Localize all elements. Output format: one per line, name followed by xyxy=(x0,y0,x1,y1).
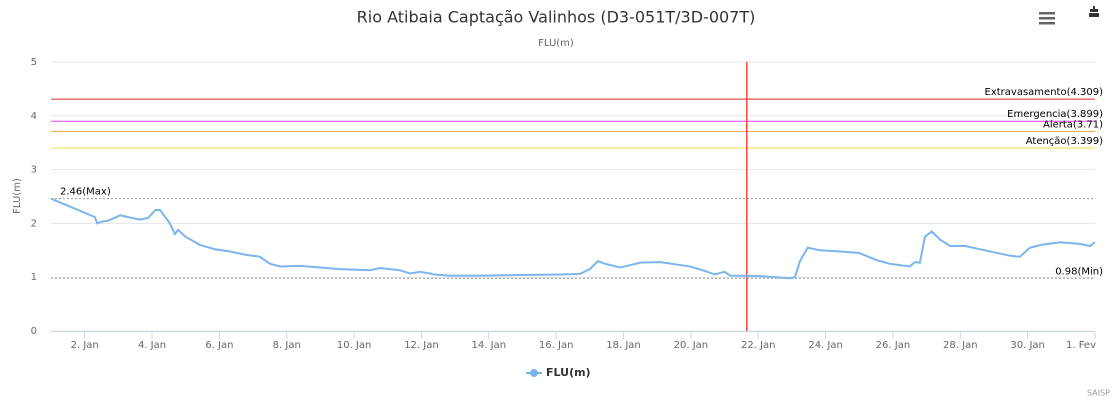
x-tick-label: 26. Jan xyxy=(876,340,911,351)
credit: SAISP xyxy=(1087,389,1110,398)
x-tick-label: 18. Jan xyxy=(606,340,641,351)
menu-button[interactable] xyxy=(1039,12,1055,25)
y-tick-label: 2 xyxy=(31,218,37,229)
y-tick-label: 1 xyxy=(31,272,37,283)
x-tick-label: 24. Jan xyxy=(808,340,843,351)
y-tick-label: 5 xyxy=(31,57,37,68)
x-tick-label: 20. Jan xyxy=(674,340,709,351)
x-tick-label: 22. Jan xyxy=(741,340,776,351)
threshold-label: Alerta(3.71) xyxy=(1043,119,1103,130)
threshold-label: Extravasamento(4.309) xyxy=(985,87,1104,98)
series-line xyxy=(50,197,1096,280)
legend-label: FLU(m) xyxy=(546,366,591,379)
legend-marker xyxy=(530,369,538,377)
threshold-label: Atenção(3.399) xyxy=(1026,136,1103,147)
x-tick-label: 12. Jan xyxy=(404,340,439,351)
y-tick-label: 3 xyxy=(31,165,37,176)
x-tick-label: 8. Jan xyxy=(273,340,301,351)
reference-label: 2.46(Max) xyxy=(60,187,111,198)
chart-subtitle: FLU(m) xyxy=(538,38,574,49)
x-tick-label: 14. Jan xyxy=(472,340,507,351)
y-axis-title: FLU(m) xyxy=(12,178,23,214)
y-tick-label: 0 xyxy=(31,326,37,337)
x-tick-label: 2. Jan xyxy=(71,340,99,351)
x-tick-label: 1. Fev xyxy=(1066,340,1096,351)
x-tick-label: 30. Jan xyxy=(1010,340,1045,351)
x-tick-label: 28. Jan xyxy=(943,340,978,351)
y-tick-label: 4 xyxy=(31,111,37,122)
reference-label: 0.98(Min) xyxy=(1055,266,1103,277)
x-tick-label: 4. Jan xyxy=(138,340,166,351)
threshold-label: Emergencia(3.899) xyxy=(1007,109,1103,120)
x-tick-label: 16. Jan xyxy=(539,340,574,351)
x-tick-label: 6. Jan xyxy=(205,340,233,351)
chart-title: Rio Atibaia Captação Valinhos (D3-051T/3… xyxy=(357,8,756,27)
export-button[interactable] xyxy=(1089,6,1099,17)
x-tick-label: 10. Jan xyxy=(337,340,372,351)
